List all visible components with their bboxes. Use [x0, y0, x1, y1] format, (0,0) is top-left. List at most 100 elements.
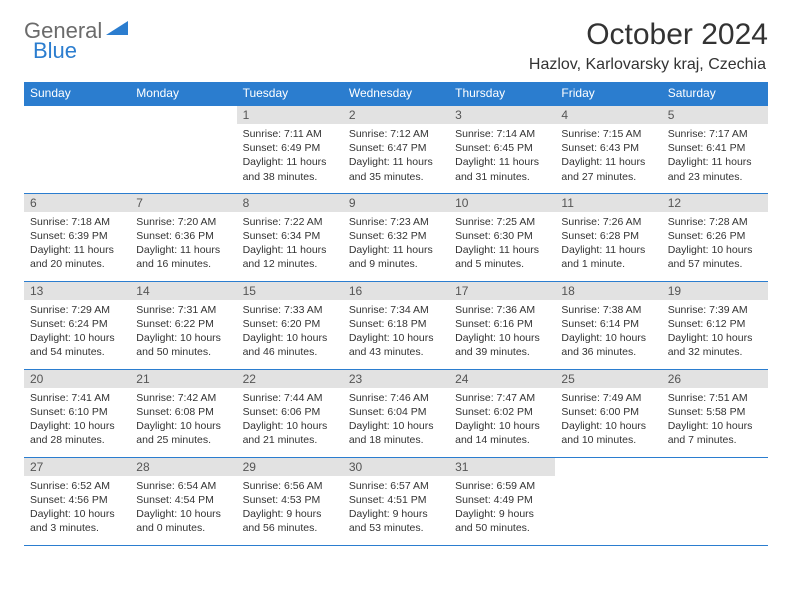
day-body: Sunrise: 7:34 AMSunset: 6:18 PMDaylight:… [343, 300, 449, 366]
calendar-cell [24, 105, 130, 193]
daylight-line: Daylight: 10 hours and 18 minutes. [349, 419, 443, 447]
sunrise-line: Sunrise: 7:29 AM [30, 303, 124, 317]
sunset-line: Sunset: 6:47 PM [349, 141, 443, 155]
sunrise-line: Sunrise: 7:12 AM [349, 127, 443, 141]
calendar-table: SundayMondayTuesdayWednesdayThursdayFrid… [24, 82, 768, 546]
logo-triangle-icon [106, 19, 128, 40]
calendar-cell: 3Sunrise: 7:14 AMSunset: 6:45 PMDaylight… [449, 105, 555, 193]
day-body: Sunrise: 7:49 AMSunset: 6:00 PMDaylight:… [555, 388, 661, 454]
calendar-cell: 10Sunrise: 7:25 AMSunset: 6:30 PMDayligh… [449, 193, 555, 281]
sunrise-line: Sunrise: 7:20 AM [136, 215, 230, 229]
sunset-line: Sunset: 4:53 PM [243, 493, 337, 507]
calendar-cell: 19Sunrise: 7:39 AMSunset: 6:12 PMDayligh… [662, 281, 768, 369]
calendar-cell [130, 105, 236, 193]
daylight-line: Daylight: 10 hours and 7 minutes. [668, 419, 762, 447]
calendar-row: 6Sunrise: 7:18 AMSunset: 6:39 PMDaylight… [24, 193, 768, 281]
calendar-row: 20Sunrise: 7:41 AMSunset: 6:10 PMDayligh… [24, 369, 768, 457]
sunset-line: Sunset: 6:39 PM [30, 229, 124, 243]
calendar-cell: 24Sunrise: 7:47 AMSunset: 6:02 PMDayligh… [449, 369, 555, 457]
sunrise-line: Sunrise: 6:59 AM [455, 479, 549, 493]
day-number: 15 [237, 282, 343, 300]
logo-text-blue-wrap: Blue [33, 38, 77, 64]
sunset-line: Sunset: 6:14 PM [561, 317, 655, 331]
day-body: Sunrise: 6:57 AMSunset: 4:51 PMDaylight:… [343, 476, 449, 542]
day-body: Sunrise: 7:42 AMSunset: 6:08 PMDaylight:… [130, 388, 236, 454]
calendar-cell [662, 457, 768, 545]
sunset-line: Sunset: 6:16 PM [455, 317, 549, 331]
day-number: 23 [343, 370, 449, 388]
sunrise-line: Sunrise: 7:22 AM [243, 215, 337, 229]
sunrise-line: Sunrise: 7:11 AM [243, 127, 337, 141]
sunset-line: Sunset: 6:18 PM [349, 317, 443, 331]
sunset-line: Sunset: 6:28 PM [561, 229, 655, 243]
sunrise-line: Sunrise: 7:41 AM [30, 391, 124, 405]
day-number: 9 [343, 194, 449, 212]
sunset-line: Sunset: 6:04 PM [349, 405, 443, 419]
sunset-line: Sunset: 5:58 PM [668, 405, 762, 419]
sunset-line: Sunset: 6:32 PM [349, 229, 443, 243]
day-body: Sunrise: 7:23 AMSunset: 6:32 PMDaylight:… [343, 212, 449, 278]
calendar-cell: 27Sunrise: 6:52 AMSunset: 4:56 PMDayligh… [24, 457, 130, 545]
sunset-line: Sunset: 6:36 PM [136, 229, 230, 243]
weekday-header: Sunday [24, 82, 130, 105]
sunset-line: Sunset: 6:12 PM [668, 317, 762, 331]
sunrise-line: Sunrise: 6:56 AM [243, 479, 337, 493]
calendar-cell: 4Sunrise: 7:15 AMSunset: 6:43 PMDaylight… [555, 105, 661, 193]
day-number: 29 [237, 458, 343, 476]
header: General October 2024 Hazlov, Karlovarsky… [24, 18, 768, 74]
daylight-line: Daylight: 10 hours and 28 minutes. [30, 419, 124, 447]
day-body: Sunrise: 7:25 AMSunset: 6:30 PMDaylight:… [449, 212, 555, 278]
weekday-header: Friday [555, 82, 661, 105]
daylight-line: Daylight: 10 hours and 57 minutes. [668, 243, 762, 271]
calendar-cell: 18Sunrise: 7:38 AMSunset: 6:14 PMDayligh… [555, 281, 661, 369]
daylight-line: Daylight: 9 hours and 50 minutes. [455, 507, 549, 535]
calendar-cell: 13Sunrise: 7:29 AMSunset: 6:24 PMDayligh… [24, 281, 130, 369]
month-title: October 2024 [529, 18, 768, 52]
location-text: Hazlov, Karlovarsky kraj, Czechia [529, 56, 768, 74]
sunrise-line: Sunrise: 7:33 AM [243, 303, 337, 317]
sunrise-line: Sunrise: 6:57 AM [349, 479, 443, 493]
sunset-line: Sunset: 6:24 PM [30, 317, 124, 331]
calendar-cell: 29Sunrise: 6:56 AMSunset: 4:53 PMDayligh… [237, 457, 343, 545]
day-body: Sunrise: 7:20 AMSunset: 6:36 PMDaylight:… [130, 212, 236, 278]
title-block: October 2024 Hazlov, Karlovarsky kraj, C… [529, 18, 768, 74]
sunset-line: Sunset: 4:56 PM [30, 493, 124, 507]
day-body: Sunrise: 6:54 AMSunset: 4:54 PMDaylight:… [130, 476, 236, 542]
day-body: Sunrise: 7:44 AMSunset: 6:06 PMDaylight:… [237, 388, 343, 454]
daylight-line: Daylight: 11 hours and 16 minutes. [136, 243, 230, 271]
day-body: Sunrise: 7:14 AMSunset: 6:45 PMDaylight:… [449, 124, 555, 190]
sunrise-line: Sunrise: 7:14 AM [455, 127, 549, 141]
day-number: 10 [449, 194, 555, 212]
weekday-header: Thursday [449, 82, 555, 105]
sunset-line: Sunset: 6:06 PM [243, 405, 337, 419]
day-body: Sunrise: 7:29 AMSunset: 6:24 PMDaylight:… [24, 300, 130, 366]
daylight-line: Daylight: 11 hours and 1 minute. [561, 243, 655, 271]
daylight-line: Daylight: 11 hours and 20 minutes. [30, 243, 124, 271]
calendar-cell: 14Sunrise: 7:31 AMSunset: 6:22 PMDayligh… [130, 281, 236, 369]
weekday-header: Monday [130, 82, 236, 105]
day-number: 6 [24, 194, 130, 212]
sunset-line: Sunset: 6:08 PM [136, 405, 230, 419]
sunrise-line: Sunrise: 7:18 AM [30, 215, 124, 229]
sunrise-line: Sunrise: 7:26 AM [561, 215, 655, 229]
calendar-cell: 23Sunrise: 7:46 AMSunset: 6:04 PMDayligh… [343, 369, 449, 457]
sunrise-line: Sunrise: 7:15 AM [561, 127, 655, 141]
day-number: 19 [662, 282, 768, 300]
day-body: Sunrise: 7:36 AMSunset: 6:16 PMDaylight:… [449, 300, 555, 366]
daylight-line: Daylight: 11 hours and 27 minutes. [561, 155, 655, 183]
sunset-line: Sunset: 6:20 PM [243, 317, 337, 331]
calendar-cell: 22Sunrise: 7:44 AMSunset: 6:06 PMDayligh… [237, 369, 343, 457]
sunrise-line: Sunrise: 7:31 AM [136, 303, 230, 317]
weekday-header: Wednesday [343, 82, 449, 105]
daylight-line: Daylight: 10 hours and 25 minutes. [136, 419, 230, 447]
sunset-line: Sunset: 6:02 PM [455, 405, 549, 419]
day-number: 21 [130, 370, 236, 388]
day-body: Sunrise: 7:22 AMSunset: 6:34 PMDaylight:… [237, 212, 343, 278]
calendar-cell: 28Sunrise: 6:54 AMSunset: 4:54 PMDayligh… [130, 457, 236, 545]
day-number: 30 [343, 458, 449, 476]
daylight-line: Daylight: 10 hours and 32 minutes. [668, 331, 762, 359]
daylight-line: Daylight: 11 hours and 5 minutes. [455, 243, 549, 271]
day-body: Sunrise: 7:11 AMSunset: 6:49 PMDaylight:… [237, 124, 343, 190]
daylight-line: Daylight: 10 hours and 46 minutes. [243, 331, 337, 359]
calendar-cell: 15 Sunrise: 7:33 AMSunset: 6:20 PMDayligh… [237, 281, 343, 369]
